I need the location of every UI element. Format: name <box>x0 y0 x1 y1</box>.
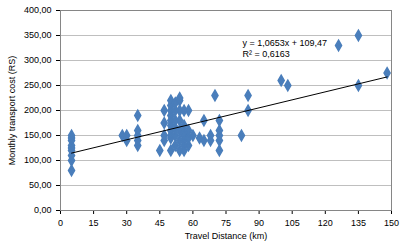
svg-text:90: 90 <box>254 218 264 228</box>
svg-text:0: 0 <box>58 218 63 228</box>
svg-text:200,00: 200,00 <box>24 105 52 115</box>
svg-text:120: 120 <box>318 218 333 228</box>
svg-text:350,00: 350,00 <box>24 30 52 40</box>
svg-text:45: 45 <box>155 218 165 228</box>
svg-text:15: 15 <box>89 218 99 228</box>
svg-text:135: 135 <box>351 218 366 228</box>
svg-text:400,00: 400,00 <box>24 5 52 15</box>
svg-text:y = 1,0653x + 109,47R² = 0,616: y = 1,0653x + 109,47R² = 0,6163 <box>243 38 328 59</box>
svg-text:100,00: 100,00 <box>24 155 52 165</box>
svg-text:60: 60 <box>188 218 198 228</box>
svg-text:50,00: 50,00 <box>29 180 52 190</box>
svg-text:30: 30 <box>122 218 132 228</box>
svg-text:105: 105 <box>285 218 300 228</box>
svg-text:250,00: 250,00 <box>24 80 52 90</box>
svg-text:0,00: 0,00 <box>34 205 52 215</box>
svg-text:Monthly transport cost (RS): Monthly transport cost (RS) <box>7 56 17 166</box>
svg-text:150: 150 <box>384 218 399 228</box>
svg-text:75: 75 <box>221 218 231 228</box>
svg-text:150,00: 150,00 <box>24 130 52 140</box>
svg-text:Travel Distance (km): Travel Distance (km) <box>185 231 268 241</box>
svg-text:300,00: 300,00 <box>24 55 52 65</box>
